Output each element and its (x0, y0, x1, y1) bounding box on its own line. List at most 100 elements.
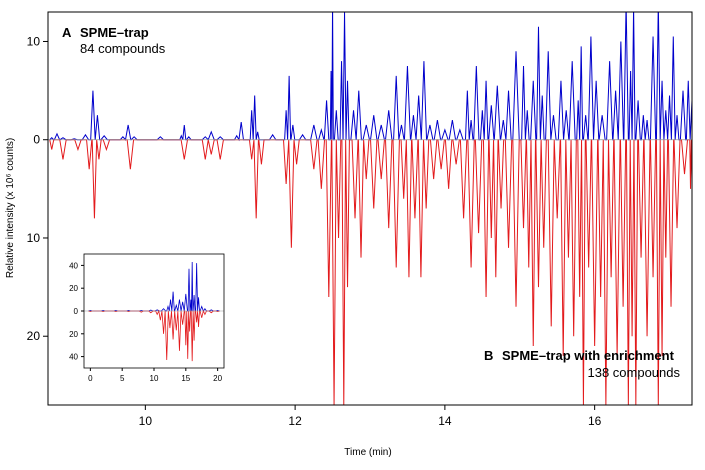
main-peak-up-21 (254, 95, 255, 96)
main-peak-up-3 (74, 138, 75, 139)
main-peak-up-31 (330, 70, 331, 71)
inset-y-tick-label: 0 (74, 307, 79, 316)
main-peak-up-89 (652, 36, 653, 37)
main-peak-up-14 (188, 136, 189, 137)
inset-peak-down-6 (157, 314, 158, 315)
main-peak-down-28 (373, 208, 374, 209)
main-x-tick-label: 12 (288, 414, 302, 428)
inset-peak-down-13 (179, 350, 180, 351)
main-peak-down-62 (588, 267, 589, 268)
main-peak-down-36 (426, 208, 427, 209)
main-peak-up-71 (560, 80, 561, 81)
inset-peak-up-12 (179, 299, 180, 300)
main-peak-up-69 (548, 51, 549, 52)
main-peak-up-79 (602, 115, 603, 116)
main-peak-down-64 (600, 296, 601, 297)
main-peak-up-42 (388, 110, 389, 111)
main-peak-down-6 (106, 149, 107, 150)
main-peak-up-84 (630, 70, 631, 71)
main-peak-up-92 (665, 110, 666, 111)
main-peak-up-74 (578, 100, 579, 101)
main-peak-down-77 (665, 257, 666, 258)
main-peak-down-80 (684, 174, 685, 175)
main-peak-down-55 (551, 326, 552, 327)
inset-peak-up-23 (211, 309, 212, 310)
main-peak-down-19 (321, 188, 322, 189)
main-peak-down-34 (414, 218, 415, 219)
main-peak-down-47 (500, 208, 501, 209)
main-peak-up-36 (347, 80, 348, 81)
main-peak-up-13 (184, 124, 185, 125)
inset-peak-down-22 (201, 317, 202, 318)
inset-peak-up-8 (167, 306, 168, 307)
main-y-tick-label: 10 (27, 34, 41, 48)
main-y-tick-label: 10 (27, 231, 41, 245)
main-y-tick-label: 20 (27, 329, 41, 343)
main-peak-down-38 (441, 169, 442, 170)
main-peak-up-15 (205, 136, 206, 137)
inset-peak-up-20 (198, 297, 199, 298)
inset-y-tick-label: 40 (69, 353, 78, 362)
main-peak-down-45 (491, 237, 492, 238)
main-peak-down-37 (433, 178, 434, 179)
main-peak-down-4 (94, 218, 95, 219)
main-peak-down-10 (211, 154, 212, 155)
main-peak-up-6 (97, 115, 98, 116)
main-peak-up-96 (682, 90, 683, 91)
main-peak-up-95 (676, 115, 677, 116)
main-peak-down-12 (251, 159, 252, 160)
main-peak-down-29 (381, 178, 382, 179)
inset-x-tick-label: 15 (181, 374, 190, 383)
main-peak-up-48 (423, 61, 424, 62)
main-peak-up-50 (437, 119, 438, 120)
main-peak-down-18 (313, 169, 314, 170)
main-peak-down-3 (89, 169, 90, 170)
inset-peak-up-14 (185, 293, 186, 294)
inset-peak-up-7 (163, 308, 164, 309)
main-peak-up-66 (533, 80, 534, 81)
inset-peak-down-24 (211, 312, 212, 313)
main-peak-up-43 (396, 75, 397, 76)
main-peak-down-24 (347, 287, 348, 288)
main-peak-up-65 (527, 110, 528, 111)
inset-peak-down-17 (189, 331, 190, 332)
main-peak-up-44 (401, 124, 402, 125)
main-peak-up-19 (241, 121, 242, 122)
main-peak-up-83 (626, 2, 627, 3)
main-peak-up-16 (211, 131, 212, 132)
main-peak-up-4 (85, 134, 86, 135)
inset-peak-up-22 (204, 308, 205, 309)
inset-peak-down-15 (185, 345, 186, 346)
main-peak-up-33 (336, 110, 337, 111)
inset-peak-down-10 (169, 328, 170, 329)
main-peak-up-5 (92, 90, 93, 91)
main-peak-up-68 (542, 95, 543, 96)
inset-peak-down-20 (196, 322, 197, 323)
main-peak-up-47 (418, 95, 419, 96)
main-peak-down-59 (573, 336, 574, 337)
main-peak-down-13 (256, 218, 257, 219)
inset-y-tick-label: 20 (69, 284, 78, 293)
main-peak-up-8 (122, 136, 123, 137)
main-axes-layer: 10 12 14 16 10 0 10 20 (27, 34, 602, 428)
main-peak-down-25 (354, 218, 355, 219)
main-peak-up-76 (585, 115, 586, 116)
main-peak-up-70 (553, 115, 554, 116)
main-peak-down-74 (652, 277, 653, 278)
inset-x-tick-label: 20 (213, 374, 222, 383)
main-peak-up-55 (470, 119, 471, 120)
inset-y-tick-label: 40 (69, 261, 78, 270)
main-peak-up-85 (633, 6, 634, 7)
main-peak-up-77 (590, 36, 591, 37)
inset-peak-up-5 (150, 309, 151, 310)
main-peak-up-73 (572, 61, 573, 62)
main-peak-up-80 (609, 61, 610, 62)
main-peak-up-40 (373, 115, 374, 116)
main-peak-up-94 (673, 36, 674, 37)
main-peak-down-63 (594, 345, 595, 346)
main-peak-up-97 (688, 80, 689, 81)
main-peak-up-12 (181, 135, 182, 136)
main-peak-up-72 (566, 110, 567, 111)
main-peak-down-20 (328, 296, 329, 297)
